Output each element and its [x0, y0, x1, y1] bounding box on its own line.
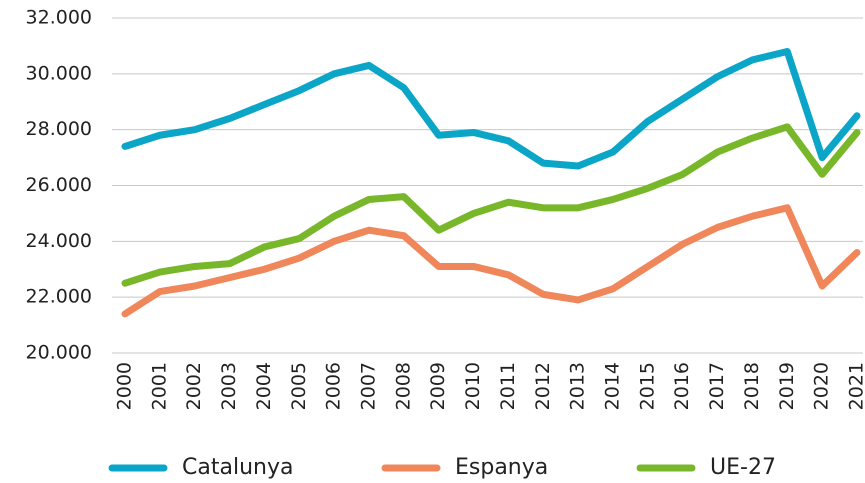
x-tick-label: 2019	[776, 362, 798, 410]
legend-label: Catalunya	[182, 455, 293, 480]
y-tick-label: 22.000	[26, 286, 92, 308]
y-tick-label: 30.000	[26, 62, 92, 84]
x-tick-label: 2003	[218, 362, 240, 410]
x-tick-label: 2004	[253, 362, 275, 410]
x-tick-label: 2001	[148, 362, 170, 410]
y-tick-label: 26.000	[26, 174, 92, 196]
x-tick-label: 2010	[462, 362, 484, 410]
y-tick-label: 24.000	[26, 230, 92, 252]
line-series	[121, 123, 861, 287]
x-tick-label: 2014	[602, 362, 624, 410]
x-tick-label: 2015	[636, 362, 658, 410]
x-tick-label: 2009	[427, 362, 449, 410]
x-tick-label: 2021	[846, 362, 865, 410]
x-tick-label: 2002	[183, 362, 205, 410]
y-tick-label: 20.000	[26, 342, 92, 364]
y-tick-label: 32.000	[26, 7, 92, 29]
y-tick-label: 28.000	[26, 118, 92, 140]
x-tick-label: 2000	[114, 362, 136, 410]
x-tick-label: 2006	[323, 362, 345, 410]
x-tick-label: 2018	[741, 362, 763, 410]
line-series	[121, 48, 861, 170]
x-tick-label: 2011	[497, 362, 519, 410]
x-tick-label: 2013	[567, 362, 589, 410]
x-tick-label: 2012	[532, 362, 554, 410]
x-tick-label: 2008	[392, 362, 414, 410]
x-tick-label: 2005	[288, 362, 310, 410]
legend-label: Espanya	[455, 455, 548, 480]
x-tick-label: 2007	[358, 362, 380, 410]
line-series	[121, 204, 861, 318]
x-tick-label: 2017	[706, 362, 728, 410]
x-tick-label: 2016	[671, 362, 693, 410]
legend-label: UE-27	[710, 455, 776, 480]
x-tick-label: 2020	[811, 362, 833, 410]
